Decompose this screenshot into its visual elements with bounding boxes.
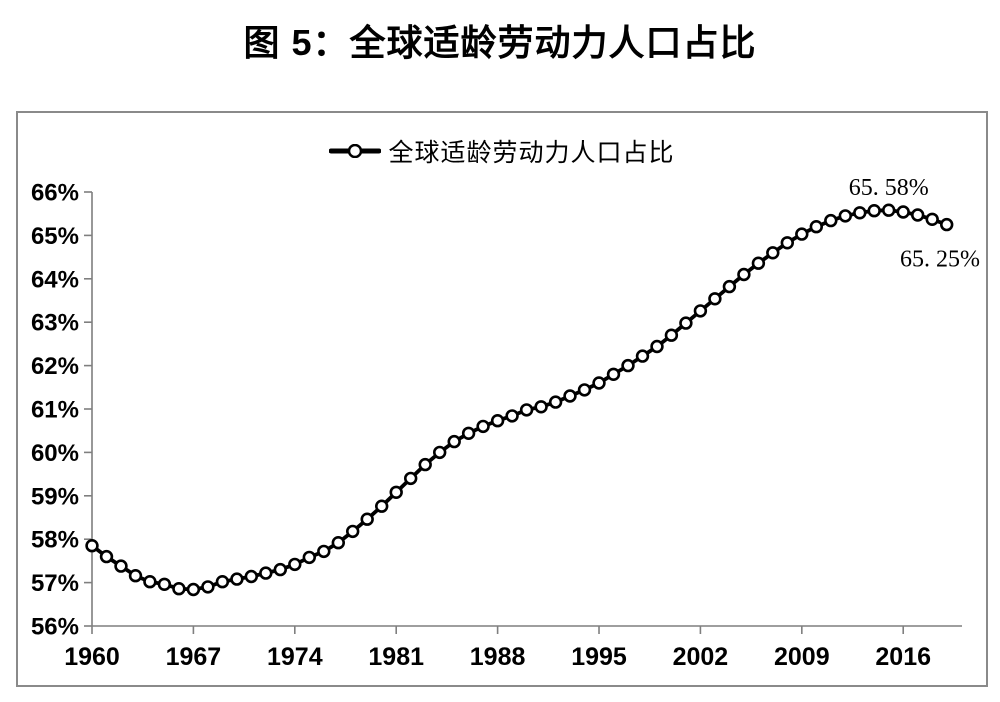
x-tick-label: 1995 [571, 643, 627, 671]
data-point [447, 434, 461, 449]
data-point [114, 559, 128, 573]
data-point [490, 414, 505, 428]
data-point [650, 339, 664, 354]
data-point [664, 328, 679, 342]
y-tick-label: 65% [31, 223, 79, 250]
data-point [795, 227, 809, 241]
x-tick-label: 2016 [875, 643, 931, 671]
data-point [881, 203, 896, 217]
data-point [505, 409, 519, 423]
x-tick-label: 1974 [267, 643, 323, 671]
data-point [85, 539, 99, 553]
legend-line-marker-icon [329, 144, 382, 158]
data-point [404, 471, 418, 486]
data-point [708, 292, 722, 306]
x-tick-label: 2002 [673, 643, 729, 671]
data-point [157, 577, 172, 591]
x-tick-label: 1988 [470, 643, 526, 671]
chart-frame: 全球适龄劳动力人口占比 56% 57% 58% 59% 60% 61% 62% 63% 64% 6… [16, 111, 988, 687]
data-point [215, 575, 230, 589]
chart-title: 图 5：全球适龄劳动力人口占比 [243, 22, 757, 63]
y-tick-label: 61% [31, 397, 79, 424]
data-point [896, 205, 910, 219]
y-tick-label: 59% [31, 483, 79, 510]
data-point [172, 582, 186, 596]
data-point [780, 236, 794, 250]
data-point [939, 217, 954, 232]
data-point [766, 246, 780, 260]
data-point [186, 582, 201, 597]
data-point [910, 208, 925, 222]
y-tick-label: 66% [31, 180, 79, 207]
data-point [302, 550, 316, 565]
data-point [476, 419, 490, 434]
data-point [461, 426, 476, 440]
x-tick-label: 1967 [166, 643, 222, 671]
y-tick-label: 64% [31, 266, 79, 293]
data-point [592, 376, 606, 390]
data-point [244, 569, 259, 584]
data-point [867, 203, 881, 218]
y-tick-label: 57% [31, 570, 79, 597]
data-point [317, 544, 331, 559]
data-point [288, 557, 302, 572]
data-point [606, 367, 621, 381]
line-chart: 56% 57% 58% 59% 60% 61% 62% 63% 64% 65% 66% 1960 196… [31, 175, 980, 671]
data-point [824, 213, 838, 228]
last-value-annotation: 65. 25% [900, 247, 980, 273]
data-point [519, 403, 534, 417]
data-point [722, 279, 737, 294]
data-point [548, 395, 563, 409]
data-point [230, 572, 244, 586]
data-point [693, 304, 708, 318]
data-point [563, 389, 577, 403]
data-point [346, 524, 360, 539]
data-point [635, 349, 650, 363]
data-point [259, 566, 273, 580]
data-point [534, 400, 548, 414]
data-point [389, 485, 403, 499]
x-tick-label: 2009 [774, 643, 830, 671]
data-point [925, 212, 939, 227]
data-point [99, 549, 114, 564]
data-point [201, 580, 215, 594]
y-tick-label: 58% [31, 527, 79, 554]
data-point [853, 206, 867, 220]
data-point [143, 575, 157, 589]
peak-value-annotation: 65. 58% [849, 175, 929, 201]
chart-legend: 全球适龄劳动力人口占比 [18, 133, 986, 169]
data-point [433, 445, 447, 460]
data-point [751, 256, 766, 270]
data-point [577, 383, 592, 397]
y-tick-label: 56% [31, 614, 79, 641]
data-point [621, 358, 635, 373]
data-point [331, 536, 345, 550]
data-point [838, 209, 852, 223]
data-point [809, 219, 823, 234]
data-point [679, 316, 693, 330]
x-tick-label: 1960 [64, 643, 120, 671]
series-line [90, 208, 948, 592]
legend-label: 全球适龄劳动力人口占比 [388, 140, 675, 167]
y-tick-label: 62% [31, 353, 79, 380]
data-point [360, 512, 374, 526]
y-tick-label: 60% [31, 440, 79, 467]
y-tick-label: 63% [31, 310, 79, 337]
data-point [273, 562, 287, 577]
data-point [737, 267, 751, 282]
data-point [375, 499, 389, 513]
x-tick-label: 1981 [368, 643, 424, 671]
data-point [418, 457, 432, 472]
data-point [128, 569, 143, 583]
